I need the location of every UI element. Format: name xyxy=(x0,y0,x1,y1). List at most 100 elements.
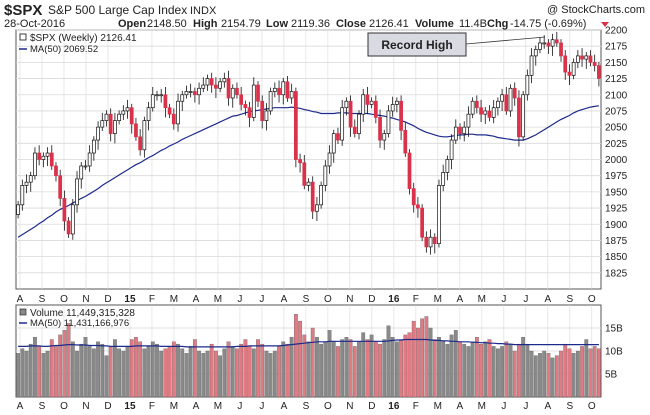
candle xyxy=(129,103,134,134)
price-x-tick-label: D xyxy=(104,294,111,305)
candle-body-up xyxy=(184,91,189,96)
volume-bar xyxy=(293,314,298,398)
price-y-tick-label: 1900 xyxy=(605,220,628,231)
candle-body-up xyxy=(222,78,227,83)
volume-x-tick-label: J xyxy=(237,401,242,412)
candle-body-up xyxy=(441,172,446,186)
candle-body-up xyxy=(87,152,92,167)
candle xyxy=(91,136,96,161)
volume-bar xyxy=(437,337,441,398)
candle-body-up xyxy=(529,55,534,76)
volume-bar xyxy=(302,334,307,398)
low-value: 2119.36 xyxy=(291,18,330,30)
volume-x-axis: A S O N D 15 F M A M J J A S O N D 16 F M A M J J A S O xyxy=(17,401,596,412)
candle xyxy=(167,103,172,119)
volume-x-tick-label: M xyxy=(170,401,178,412)
candle-body-up xyxy=(188,91,193,93)
candle-body-up xyxy=(571,62,576,76)
price-y-tick-label: 2150 xyxy=(605,58,628,69)
volume-bar xyxy=(201,353,206,398)
candle-body-down xyxy=(592,62,597,66)
candle xyxy=(504,86,509,115)
candle-body-up xyxy=(521,94,526,138)
volume-bar xyxy=(340,339,345,398)
candle-body-up xyxy=(159,94,164,97)
price-x-tick-label: M xyxy=(478,294,486,305)
volume-bar xyxy=(281,341,286,398)
candle xyxy=(474,95,479,114)
candle xyxy=(79,162,84,189)
candle-body-down xyxy=(554,39,559,44)
quote-date: 28-Oct-2016 xyxy=(4,18,65,30)
candle-body-down xyxy=(378,117,382,141)
volume-x-tick-label: J xyxy=(259,401,264,412)
candle-body-up xyxy=(142,120,147,151)
price-y-tick-label: 1825 xyxy=(605,268,628,279)
candle-body-down xyxy=(214,84,218,89)
volume-x-tick-label: O xyxy=(60,401,68,412)
volume-bar xyxy=(327,330,332,398)
candle-body-up xyxy=(113,120,117,134)
candle xyxy=(361,88,366,122)
volume-bar xyxy=(33,337,37,398)
candle xyxy=(453,119,458,144)
volume-bar xyxy=(357,341,361,398)
volume-bar xyxy=(230,346,235,398)
candle-body-down xyxy=(226,78,231,99)
candle-body-up xyxy=(121,110,126,115)
volume-bar xyxy=(188,346,193,398)
candle xyxy=(310,176,315,220)
price-y-tick-label: 2075 xyxy=(605,106,628,117)
candle xyxy=(201,77,206,93)
candle xyxy=(365,86,370,115)
volume-bar xyxy=(529,350,534,398)
price-x-tick-label: N xyxy=(82,294,89,305)
candle xyxy=(243,100,248,116)
price-y-tick-label: 2000 xyxy=(605,155,628,166)
candle-body-up xyxy=(315,204,319,212)
volume-bar xyxy=(37,346,42,398)
candle xyxy=(525,69,530,101)
volume-bar xyxy=(226,341,231,398)
volume-bar xyxy=(306,341,311,398)
volume-y-tick-label: 5B xyxy=(605,370,618,381)
volume-bar xyxy=(449,334,454,398)
candle-body-up xyxy=(197,87,201,96)
volume-bar xyxy=(167,346,172,398)
price-y-tick-label: 1875 xyxy=(605,236,628,247)
volume-ma50-polyline xyxy=(18,338,599,348)
volume-bar xyxy=(268,353,273,398)
volume-x-tick-label: A xyxy=(17,401,24,412)
candle xyxy=(315,197,319,222)
candle-body-down xyxy=(167,107,172,115)
volume-bar xyxy=(176,343,180,398)
volume-bar xyxy=(239,343,244,398)
candle xyxy=(66,217,71,238)
volume-bar xyxy=(512,350,517,398)
candle xyxy=(134,118,138,141)
volume-bar xyxy=(597,348,601,398)
candle-body-down xyxy=(348,100,353,128)
candle-body-down xyxy=(517,97,521,138)
volume-bar xyxy=(407,332,412,398)
volume-y-tick-label: 15B xyxy=(605,324,623,335)
watermark: @ StockCharts.com xyxy=(547,4,645,16)
volume-bar xyxy=(500,346,504,398)
candle xyxy=(54,162,58,182)
candle xyxy=(209,72,214,93)
candle-body-up xyxy=(306,181,311,186)
volume-x-tick-label: M xyxy=(478,401,486,412)
candle-body-up xyxy=(382,133,387,141)
candle xyxy=(75,171,79,213)
candle xyxy=(483,107,488,124)
volume-bar xyxy=(382,339,387,398)
candle-body-up xyxy=(538,42,542,50)
price-x-tick-label: M xyxy=(170,294,178,305)
volume-bar xyxy=(336,346,340,398)
candle xyxy=(386,105,391,138)
volume-bar xyxy=(104,355,109,398)
volume-bar xyxy=(214,350,218,398)
candle xyxy=(331,129,336,163)
candle-body-down xyxy=(399,100,403,131)
price-x-tick-label: 15 xyxy=(124,294,136,305)
